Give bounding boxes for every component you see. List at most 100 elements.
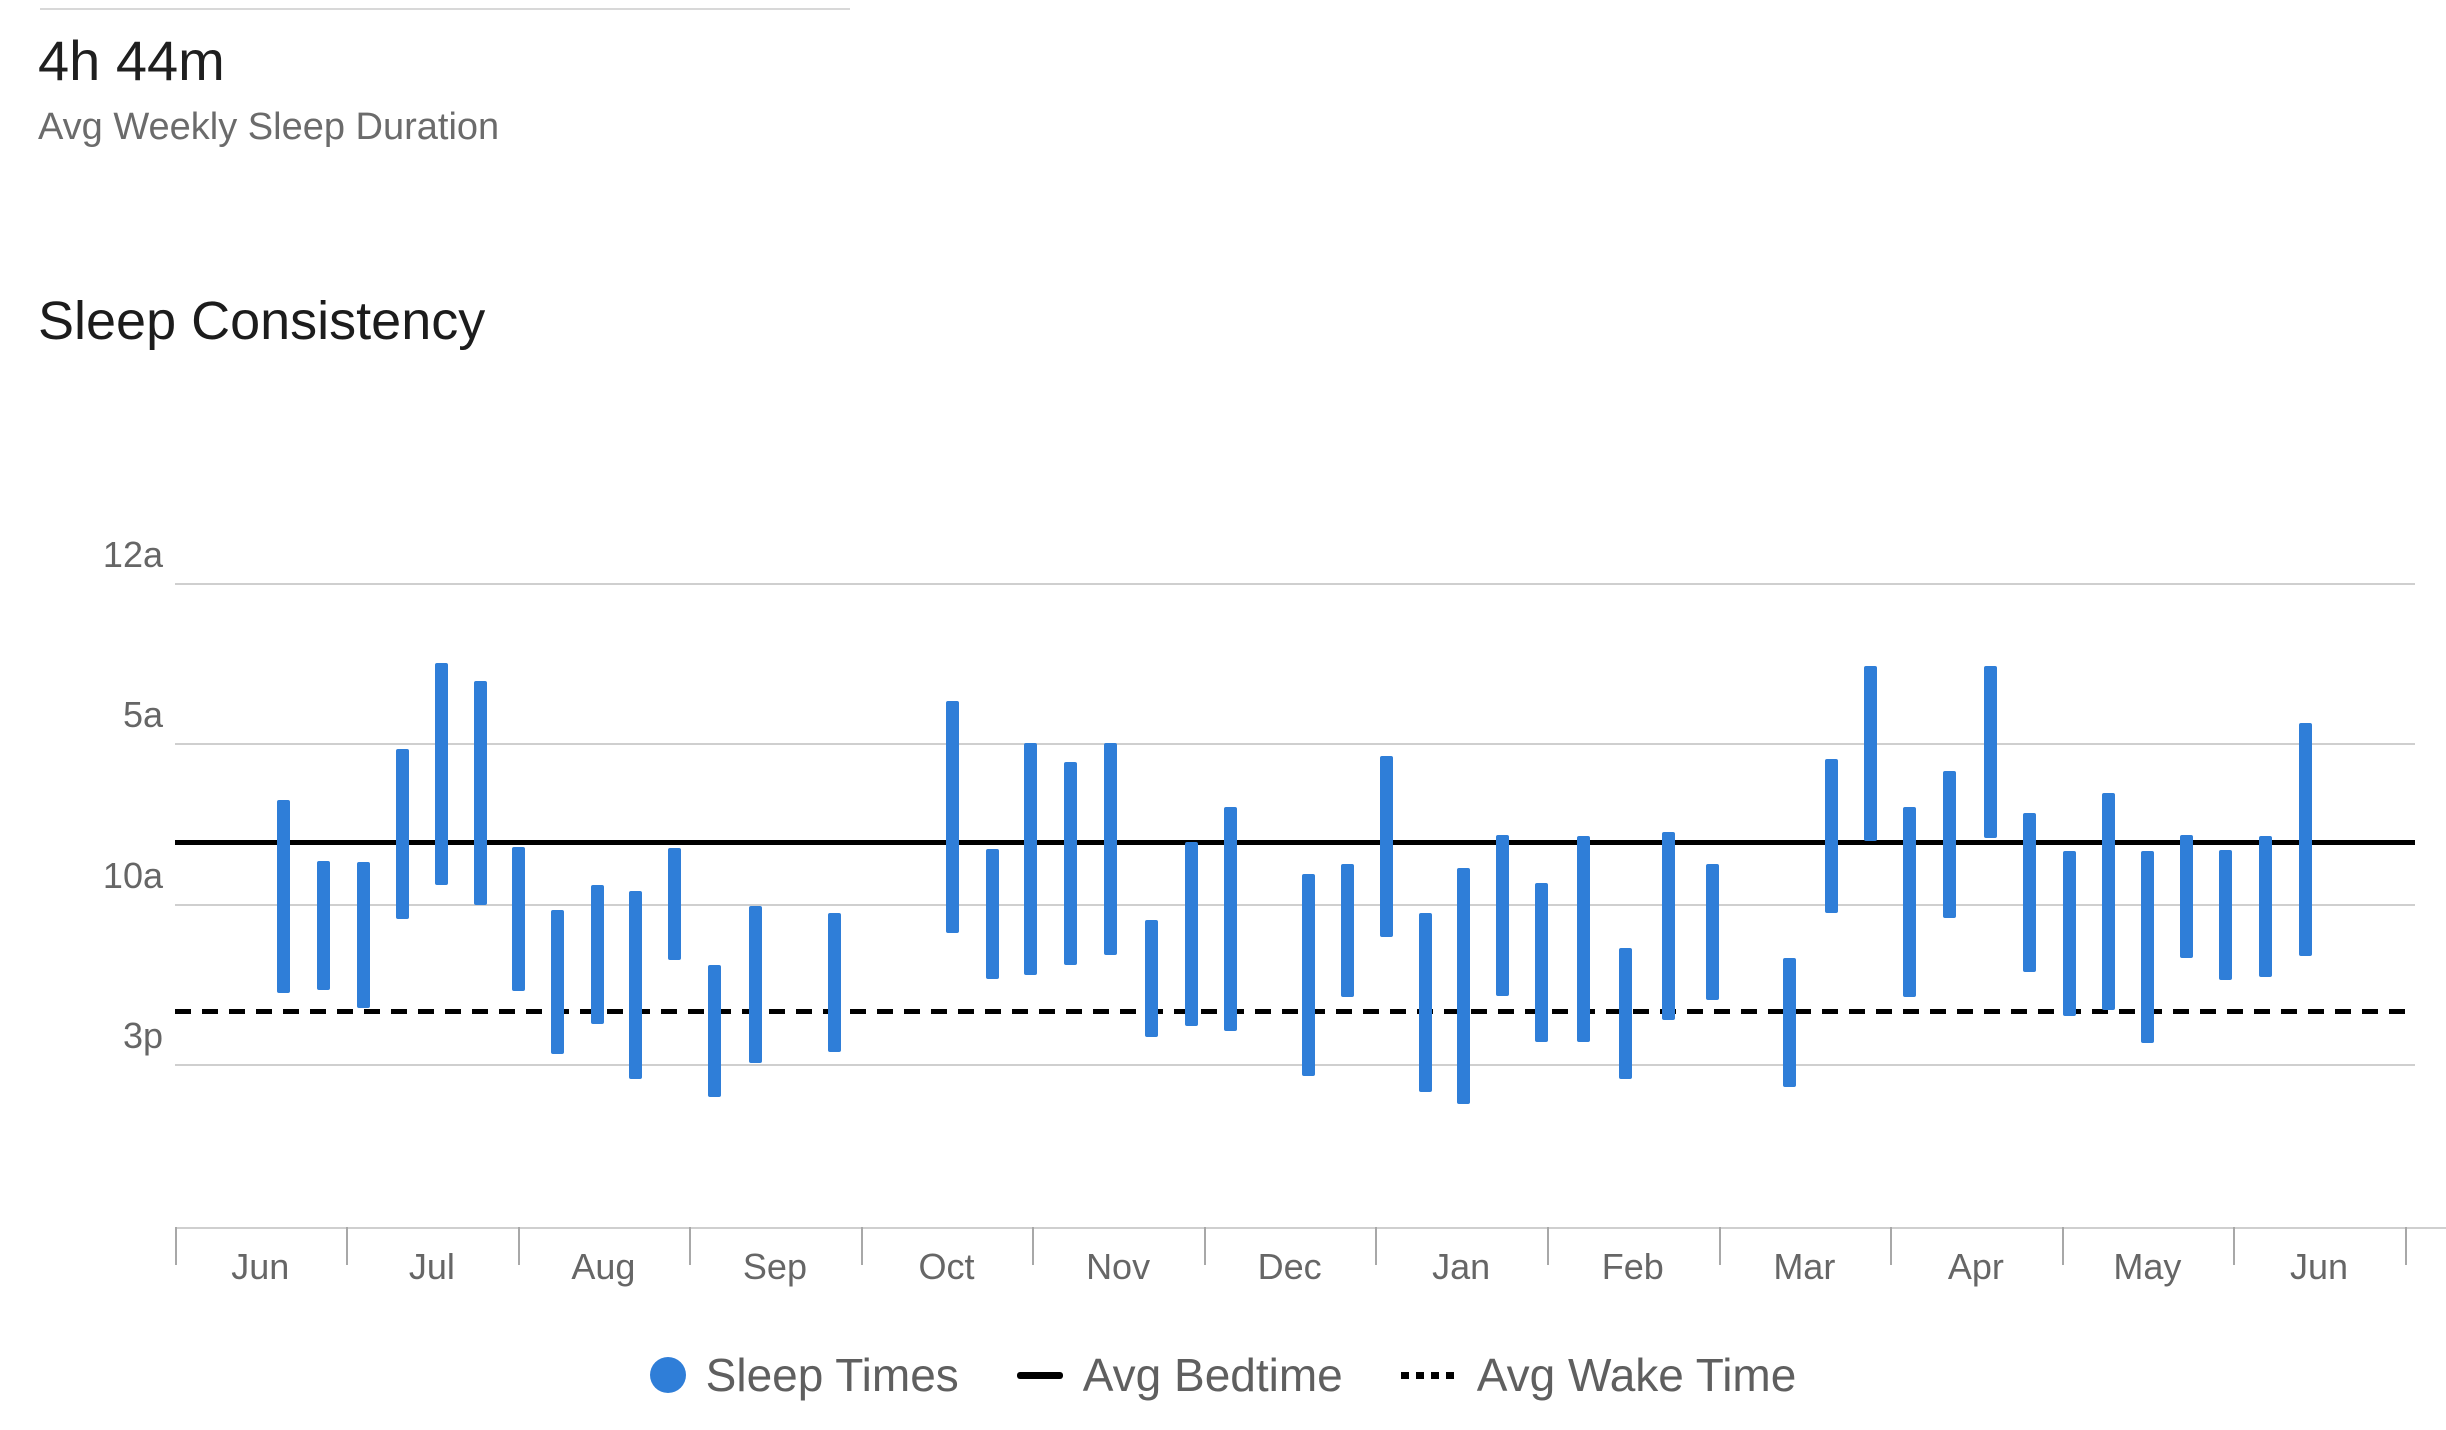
x-axis-tick — [2233, 1227, 2236, 1265]
sleep-times-bar[interactable] — [1902, 807, 1916, 998]
sleep-times-bar[interactable] — [1456, 867, 1470, 1105]
x-axis-tick — [2404, 1227, 2407, 1265]
sleep-times-bar[interactable] — [1782, 958, 1796, 1087]
sleep-times-bar[interactable] — [1705, 863, 1719, 1001]
sleep-times-bar[interactable] — [1184, 842, 1198, 1026]
x-axis-tick — [346, 1227, 349, 1265]
x-axis-month-label: Nov — [1086, 1246, 1151, 1287]
sleep-times-bar[interactable] — [1340, 864, 1354, 997]
sleep-times-bar[interactable] — [1661, 831, 1675, 1021]
sleep-times-bar[interactable] — [1023, 742, 1037, 975]
x-axis-line — [174, 1227, 2446, 1229]
legend-item-sleep-times[interactable]: Sleep Times — [649, 1348, 959, 1402]
sleep-times-bar[interactable] — [628, 891, 642, 1079]
top-divider — [40, 8, 850, 10]
x-axis-tick — [1890, 1227, 1893, 1265]
x-axis-month-label: Sep — [742, 1246, 807, 1287]
y-gridline — [174, 903, 2415, 906]
sleep-times-bar[interactable] — [2022, 812, 2036, 972]
sleep-times-bar[interactable] — [985, 848, 999, 980]
x-axis-month-label: May — [2113, 1246, 2182, 1287]
avg-bedtime-line — [174, 840, 2415, 846]
sleep-times-bar[interactable] — [2101, 793, 2115, 1011]
x-axis-tick — [1203, 1227, 1206, 1265]
sleep-times-bar[interactable] — [434, 663, 448, 885]
sleep-times-bar[interactable] — [1618, 948, 1632, 1079]
legend-label: Sleep Times — [705, 1349, 959, 1401]
sleep-times-bar[interactable] — [2298, 723, 2312, 957]
x-axis-month-label: Apr — [1947, 1246, 2004, 1287]
sleep-times-bar[interactable] — [356, 861, 370, 1008]
avg-sleep-duration-value: 4h 44m — [38, 29, 225, 92]
sleep-times-dot-icon — [649, 1357, 686, 1393]
x-axis-month-label: Dec — [1257, 1246, 1322, 1287]
sleep-times-bar[interactable] — [550, 909, 564, 1054]
avg-wake-time-line — [174, 1009, 2415, 1015]
x-axis-tick — [689, 1227, 692, 1265]
x-axis-month-label: Jun — [231, 1246, 290, 1287]
y-gridline — [174, 582, 2415, 585]
sleep-times-bar[interactable] — [1301, 874, 1315, 1077]
sleep-times-bar[interactable] — [1103, 742, 1117, 955]
x-axis-month-label: Aug — [571, 1246, 636, 1287]
x-axis-tick — [1546, 1227, 1549, 1265]
sleep-times-bar[interactable] — [316, 861, 330, 991]
x-axis-month-label: Feb — [1601, 1246, 1664, 1287]
sleep-times-bar[interactable] — [667, 848, 681, 960]
sleep-times-bar[interactable] — [2179, 835, 2193, 959]
sleep-times-bar[interactable] — [1223, 807, 1237, 1032]
legend-item-avg-bedtime[interactable]: Avg Bedtime — [1016, 1348, 1343, 1402]
sleep-times-bar[interactable] — [1942, 770, 1956, 919]
sleep-times-bar[interactable] — [1144, 919, 1158, 1037]
x-axis-tick — [1375, 1227, 1378, 1265]
sleep-times-bar[interactable] — [1063, 762, 1077, 965]
sleep-times-bar[interactable] — [1495, 835, 1509, 997]
avg-bedtime-line-icon — [1016, 1371, 1063, 1379]
sleep-times-bar[interactable] — [1576, 835, 1590, 1043]
x-axis-month-label: Jul — [408, 1246, 455, 1287]
x-axis-month-label: Jun — [2289, 1246, 2349, 1287]
chart-title: Sleep Consistency — [38, 291, 486, 351]
y-gridline — [174, 1063, 2415, 1066]
x-axis-tick — [1032, 1227, 1035, 1265]
y-gridline — [174, 743, 2415, 746]
sleep-times-bar[interactable] — [2062, 850, 2076, 1016]
sleep-times-bar[interactable] — [276, 800, 290, 993]
sleep-times-bar[interactable] — [945, 701, 959, 933]
legend-label: Avg Bedtime — [1082, 1349, 1343, 1401]
sleep-times-bar[interactable] — [2140, 850, 2154, 1044]
sleep-times-bar[interactable] — [1418, 912, 1432, 1093]
y-axis-label: 3p — [122, 1014, 163, 1056]
sleep-times-bar[interactable] — [2258, 835, 2272, 978]
y-axis-label: 12a — [102, 533, 163, 575]
sleep-times-bar[interactable] — [2218, 849, 2232, 981]
legend-label: Avg Wake Time — [1476, 1349, 1797, 1401]
x-axis-tick — [517, 1227, 520, 1265]
x-axis-month-label: Jan — [1432, 1246, 1491, 1287]
x-axis-month-label: Oct — [918, 1246, 975, 1287]
sleep-times-bar[interactable] — [590, 884, 604, 1025]
x-axis-month-label: Mar — [1773, 1246, 1836, 1287]
avg-sleep-duration-label: Avg Weekly Sleep Duration — [38, 106, 500, 148]
x-axis-tick — [2061, 1227, 2064, 1265]
avg-wake-time-dotted-line-icon — [1400, 1371, 1457, 1379]
legend-item-avg-wake-time[interactable]: Avg Wake Time — [1400, 1348, 1797, 1402]
sleep-times-bar[interactable] — [1983, 665, 1997, 839]
sleep-times-bar[interactable] — [748, 906, 762, 1063]
sleep-times-bar[interactable] — [473, 681, 487, 906]
sleep-times-bar[interactable] — [511, 846, 525, 992]
sleep-times-bar[interactable] — [1863, 665, 1877, 841]
sleep-times-bar[interactable] — [1824, 758, 1838, 913]
sleep-times-bar[interactable] — [707, 964, 721, 1098]
sleep-times-bar[interactable] — [827, 913, 841, 1052]
sleep-times-bar[interactable] — [1534, 882, 1548, 1043]
sleep-times-bar[interactable] — [395, 748, 409, 920]
y-axis-label: 5a — [122, 694, 163, 736]
x-axis-tick — [860, 1227, 863, 1265]
sleep-times-bar[interactable] — [1379, 755, 1393, 938]
chart-legend: Sleep Times Avg Bedtime Avg Wake Time — [0, 1348, 2446, 1402]
x-axis-tick — [174, 1227, 177, 1265]
x-axis-tick — [1718, 1227, 1721, 1265]
y-axis-label: 10a — [102, 854, 163, 896]
